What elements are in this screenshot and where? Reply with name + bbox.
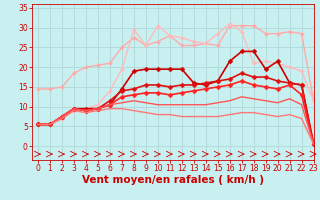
X-axis label: Vent moyen/en rafales ( km/h ): Vent moyen/en rafales ( km/h ) (82, 175, 264, 185)
